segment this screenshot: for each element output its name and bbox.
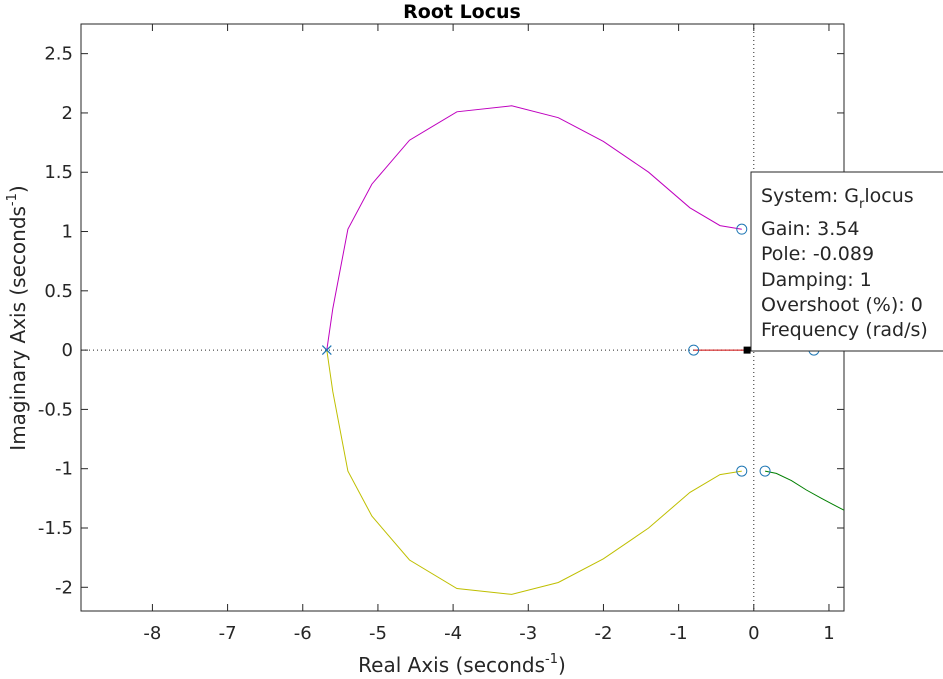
zero-marker	[688, 344, 700, 356]
datatip-overshoot: Overshoot (%): 0	[761, 294, 923, 316]
x-tick-label: -8	[143, 623, 161, 644]
x-tick-label: -6	[294, 623, 312, 644]
zero-marker	[736, 465, 748, 477]
datatip-gain: Gain: 3.54	[761, 218, 859, 240]
x-tick-label: 0	[748, 623, 759, 644]
x-tick-label: -1	[670, 623, 688, 644]
locus-branch-line	[326, 105, 742, 351]
datatip-pole: Pole: -0.089	[761, 243, 874, 265]
y-tick-label: -2	[55, 577, 73, 598]
pole-marker-stroke	[321, 345, 332, 356]
y-tick-label: 1.5	[44, 162, 73, 183]
y-tick-label: -0.5	[38, 399, 73, 420]
y-tick-label: 2.5	[44, 44, 73, 65]
x-tick-label: -4	[444, 623, 462, 644]
datatip-frequency: Frequency (rad/s)	[761, 319, 928, 341]
datatip-box	[750, 171, 943, 352]
datatip[interactable]: System: Grlocus Gain: 3.54 Pole: -0.089 …	[750, 171, 943, 352]
x-tick-label: 1	[823, 623, 834, 644]
y-tick-label: 0	[62, 340, 73, 361]
locus-branch-line	[764, 470, 844, 511]
zero-marker	[759, 465, 771, 477]
x-axis: -8 -7 -6 -5 -4 -3 -2 -1 0 1	[143, 24, 835, 644]
x-tick-label: -3	[519, 623, 537, 644]
x-tick-label: -5	[369, 623, 387, 644]
datatip-system: System: Grlocus	[761, 185, 914, 212]
y-tick-label: -1	[55, 459, 73, 480]
selected-point-marker	[743, 346, 751, 354]
y-axis: -2 -1.5 -1 -0.5 0 0.5 1 1.5 2 2.5	[38, 44, 844, 598]
pole-marker	[321, 345, 332, 356]
locus-branch-line	[326, 350, 742, 595]
x-tick-label: -2	[594, 623, 612, 644]
y-tick-label: 1	[62, 222, 73, 243]
y-tick-label: 0.5	[44, 281, 73, 302]
y-tick-label: -1.5	[38, 518, 73, 539]
x-axis-label: Real Axis (seconds-1)	[358, 652, 566, 677]
y-tick-label: 2	[62, 103, 73, 124]
zero-marker	[736, 223, 748, 235]
plot-area[interactable]	[80, 23, 845, 612]
chart-title: Root Locus	[403, 1, 521, 23]
datatip-damping: Damping: 1	[761, 269, 872, 291]
y-axis-label: Imaginary Axis (seconds-1)	[5, 185, 30, 450]
x-tick-label: -7	[219, 623, 237, 644]
